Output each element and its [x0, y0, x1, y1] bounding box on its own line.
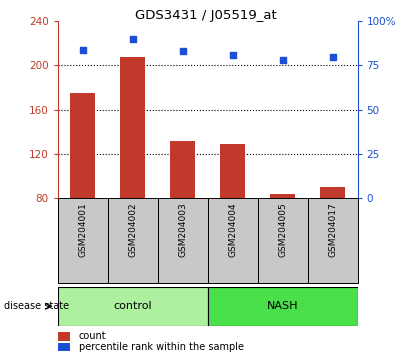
Text: NASH: NASH	[267, 301, 298, 311]
Text: GSM204005: GSM204005	[278, 202, 287, 257]
Text: GSM204004: GSM204004	[228, 202, 237, 257]
Bar	[220, 144, 245, 198]
Bar	[170, 141, 195, 198]
Point	[179, 48, 186, 54]
Text: GSM204001: GSM204001	[78, 202, 87, 257]
Bar	[208, 198, 258, 283]
Point	[279, 57, 286, 63]
Bar	[58, 343, 69, 351]
Text: disease state: disease state	[4, 301, 69, 311]
Text: count: count	[79, 331, 106, 341]
Point	[229, 52, 236, 58]
Bar	[58, 287, 208, 326]
Bar	[258, 198, 307, 283]
Bar	[208, 287, 358, 326]
Text: GSM204003: GSM204003	[178, 202, 187, 257]
Bar	[320, 187, 345, 198]
Bar	[58, 198, 108, 283]
Text: control: control	[113, 301, 152, 311]
Bar	[307, 198, 358, 283]
Bar	[157, 198, 208, 283]
Bar	[120, 57, 145, 198]
Text: GSM204002: GSM204002	[128, 202, 137, 257]
Bar	[70, 93, 95, 198]
Text: GDS3431 / J05519_at: GDS3431 / J05519_at	[135, 9, 276, 22]
Point	[79, 47, 86, 52]
Bar	[270, 194, 295, 198]
Text: GSM204017: GSM204017	[328, 202, 337, 257]
Point	[329, 54, 336, 59]
Bar	[58, 332, 69, 341]
Point	[129, 36, 136, 42]
Text: percentile rank within the sample: percentile rank within the sample	[79, 342, 244, 352]
Bar	[108, 198, 157, 283]
